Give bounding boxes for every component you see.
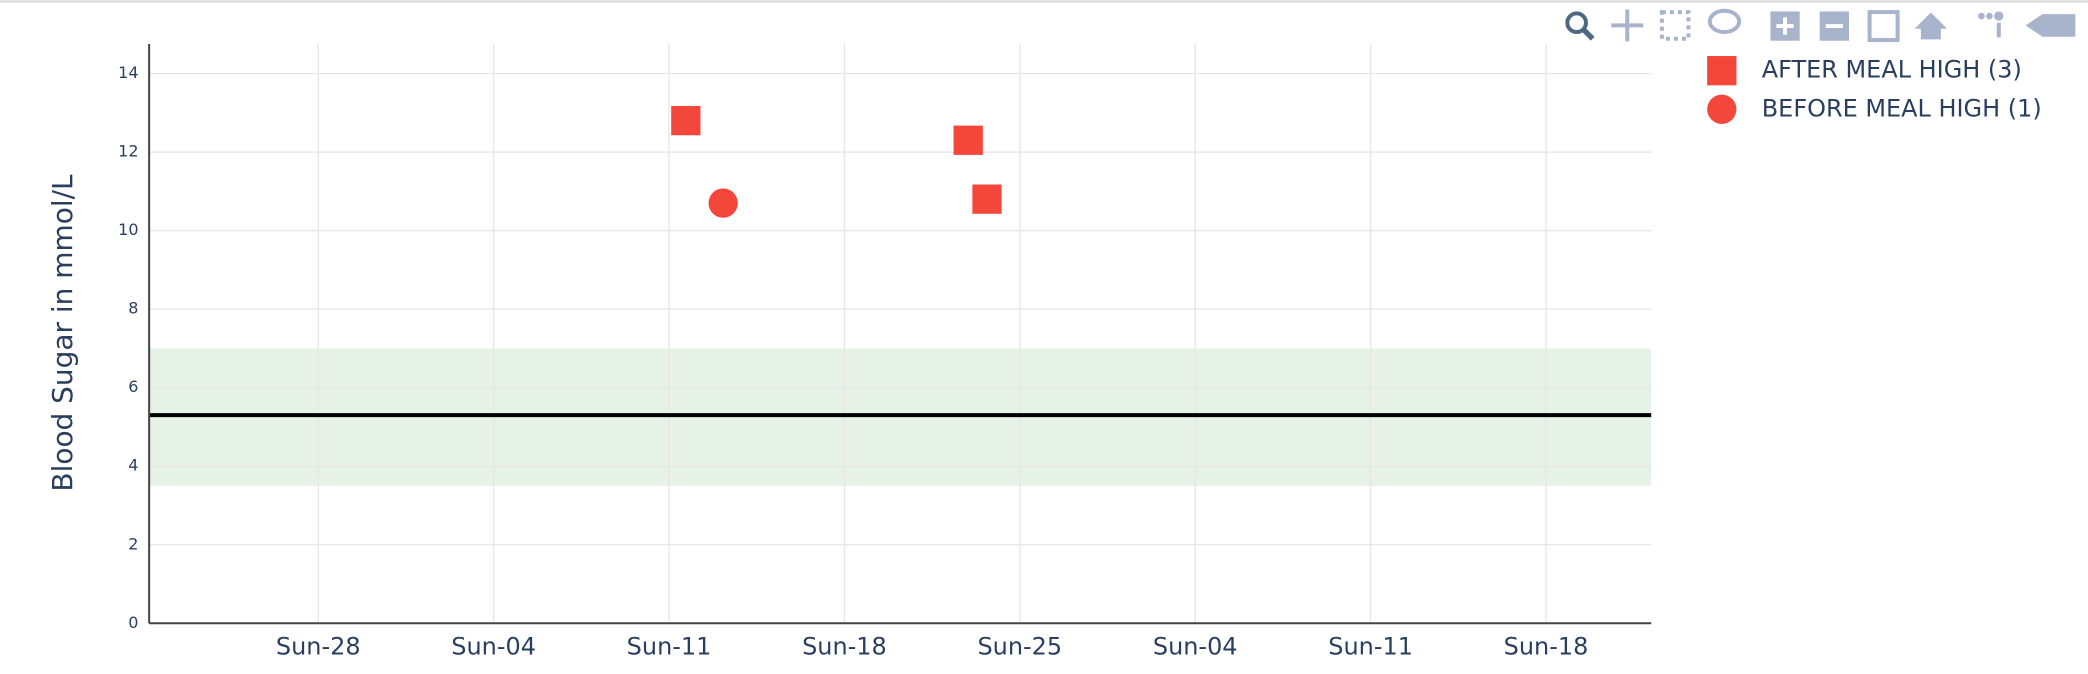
zoom-out-button[interactable] <box>1819 11 1849 41</box>
box-select-button[interactable] <box>1659 10 1691 41</box>
pan-button[interactable] <box>1611 9 1644 42</box>
autoscale-button[interactable] <box>1867 10 1900 43</box>
toolbar <box>1565 8 2076 43</box>
lasso-button[interactable] <box>1707 8 1742 35</box>
x-tick-label: Sun-04 <box>451 632 536 660</box>
zoom-in-button[interactable] <box>1770 11 1800 41</box>
x-tick-label: Sun-18 <box>1504 632 1589 660</box>
x-tick-label: Sun-04 <box>1153 632 1238 660</box>
legend-label[interactable]: BEFORE MEAL HIGH (1) <box>1762 94 2042 122</box>
y-tick-label: 10 <box>118 220 138 239</box>
y-axis-title: Blood Sugar in mmol/L <box>46 174 79 492</box>
data-point <box>708 188 738 218</box>
y-tick-label: 8 <box>128 299 138 318</box>
legend-label[interactable]: AFTER MEAL HIGH (3) <box>1762 56 2022 84</box>
y-tick-label: 0 <box>128 613 138 632</box>
legend-marker <box>1707 56 1737 86</box>
legend-marker <box>1707 94 1737 124</box>
spike-button[interactable] <box>1978 11 2004 38</box>
y-tick-label: 4 <box>128 456 138 475</box>
x-tick-label: Sun-11 <box>1328 632 1413 660</box>
x-tick-label: Sun-25 <box>977 632 1062 660</box>
y-tick-label: 12 <box>118 142 138 161</box>
x-tick-label: Sun-18 <box>802 632 887 660</box>
y-tick-label: 2 <box>128 534 138 553</box>
data-point <box>972 184 1002 214</box>
zoom-button[interactable] <box>1565 11 1595 41</box>
x-tick-label: Sun-11 <box>627 632 712 660</box>
data-point <box>671 105 701 136</box>
x-tick-label: Sun-28 <box>276 632 361 660</box>
y-tick-label: 6 <box>128 377 138 396</box>
data-point <box>953 125 983 155</box>
hover-button[interactable] <box>2025 14 2076 37</box>
reset-button[interactable] <box>1914 12 1948 40</box>
y-tick-label: 14 <box>118 63 138 82</box>
